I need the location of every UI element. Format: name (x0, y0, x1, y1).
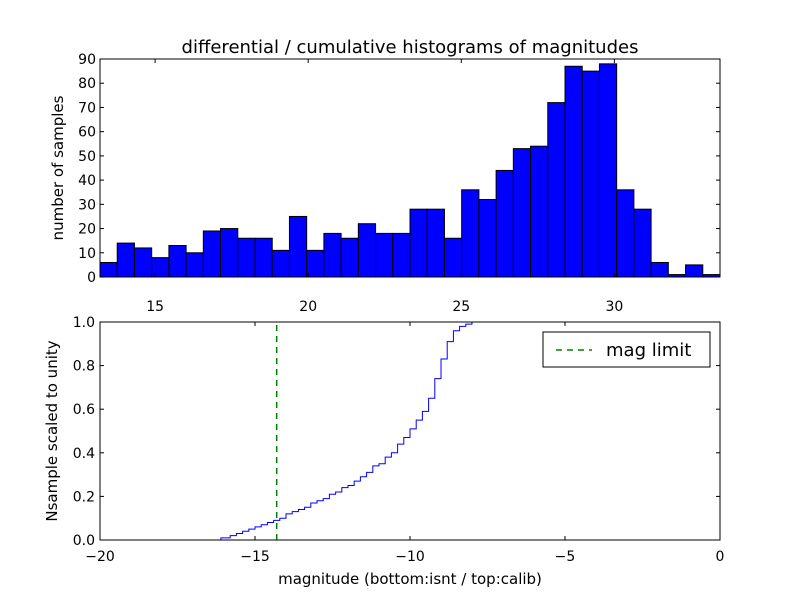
bottom-y-ticks: 0.0 0.2 0.4 0.6 0.8 1.0 (73, 315, 720, 549)
x-tick-label: −15 (240, 549, 270, 565)
top-y-ticks: 0 10 20 30 40 50 60 70 80 90 (78, 52, 720, 286)
histogram-bar (530, 145, 549, 278)
histogram-bar (306, 249, 325, 278)
bottom-x-ticks: −20 −15 −10 −5 0 (85, 322, 724, 565)
histogram-bar (340, 237, 359, 278)
y-tick-label: 0.2 (73, 489, 95, 505)
chart-title: differential / cumulative histograms of … (182, 37, 639, 58)
histogram-bar (650, 261, 669, 278)
bottom-y-axis-label: Nsample scaled to unity (43, 340, 61, 521)
bottom-x-axis-label: magnitude (bottom:isnt / top:calib) (278, 570, 542, 588)
y-tick-label: 90 (78, 52, 96, 68)
cumulative-step-line (100, 321, 719, 541)
histogram-bar (392, 232, 411, 278)
legend: mag limit (542, 331, 711, 368)
histogram-bar (581, 70, 600, 278)
histogram-bar (202, 230, 222, 278)
x-tick-label: 30 (605, 299, 623, 315)
histogram-bar (220, 228, 239, 278)
histogram-bar (426, 208, 445, 278)
y-tick-label: 0.4 (73, 446, 95, 462)
y-tick-label: 0.6 (73, 402, 95, 418)
y-tick-label: 60 (78, 125, 96, 141)
legend-entry-mag-limit: mag limit (606, 340, 691, 361)
y-tick-label: 70 (78, 100, 96, 116)
histogram-bar (185, 252, 204, 278)
histogram-bar (168, 245, 187, 278)
histogram-bar (323, 232, 342, 278)
histogram-bar (99, 261, 118, 278)
histogram-bar (151, 257, 170, 278)
histogram-bar (478, 198, 497, 278)
histogram-bar (133, 247, 153, 278)
histogram-bars (99, 63, 721, 278)
y-tick-label: 0 (87, 270, 96, 286)
histogram-bar (409, 208, 428, 278)
histogram-bar (288, 215, 308, 278)
histogram-bar (375, 232, 394, 278)
y-tick-label: 0.0 (73, 533, 95, 549)
y-tick-label: 0.8 (73, 359, 95, 375)
x-tick-label: 0 (716, 549, 725, 565)
x-tick-label: 15 (146, 299, 164, 315)
bottom-cumulative-panel: 0.0 0.2 0.4 0.6 0.8 1.0 −20 −15 −10 −5 0 Nsample … (43, 315, 724, 588)
histogram-bar (271, 249, 290, 278)
top-histogram-panel: 0 10 20 30 40 50 60 70 80 90 15 20 25 30 number of s… (49, 52, 721, 315)
y-tick-label: 50 (78, 149, 96, 165)
histogram-bar (116, 242, 135, 278)
y-tick-label: 20 (78, 222, 96, 238)
x-tick-label: 25 (452, 299, 470, 315)
histogram-bar (512, 148, 532, 278)
histogram-bar (598, 63, 618, 278)
histogram-bar (495, 169, 514, 278)
y-tick-label: 1.0 (73, 315, 95, 331)
histogram-bar (547, 102, 566, 278)
cumulative-lines (100, 321, 719, 541)
histogram-bar (443, 237, 463, 278)
histogram-bar (254, 237, 273, 278)
x-tick-label: −10 (395, 549, 425, 565)
top-plot-frame (99, 58, 721, 278)
top-x-ticks: 15 20 25 30 (146, 59, 623, 315)
histogram-bar (633, 208, 652, 278)
y-tick-label: 40 (78, 173, 96, 189)
x-tick-label: −5 (555, 549, 576, 565)
histogram-bar (685, 264, 704, 278)
y-tick-label: 10 (78, 246, 96, 262)
x-tick-label: 20 (299, 299, 317, 315)
y-tick-label: 80 (78, 76, 96, 92)
histogram-bar (357, 223, 377, 278)
histogram-bar (616, 189, 635, 278)
histogram-bar (461, 189, 480, 278)
x-tick-label: −20 (85, 549, 115, 565)
histogram-bar (564, 65, 583, 278)
histogram-bar (237, 237, 256, 278)
top-y-axis-label: number of samples (49, 95, 67, 240)
y-tick-label: 30 (78, 197, 96, 213)
